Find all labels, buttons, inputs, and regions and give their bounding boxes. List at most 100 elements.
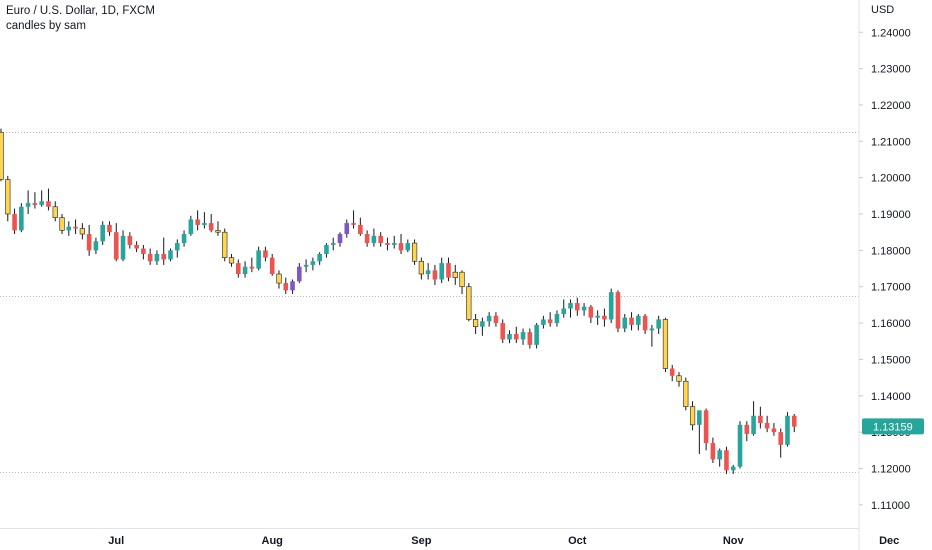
candle-44[interactable] (297, 263, 302, 284)
candle-111[interactable] (751, 401, 756, 436)
candle-47[interactable] (317, 252, 322, 265)
candle-27[interactable] (181, 230, 187, 247)
candle-85[interactable] (575, 297, 580, 316)
candle-68[interactable] (459, 270, 465, 294)
candle-82[interactable] (554, 310, 560, 327)
candle-43[interactable] (290, 279, 295, 294)
candle-21[interactable] (141, 244, 146, 260)
candle-30[interactable] (202, 212, 207, 229)
candle-70[interactable] (472, 313, 479, 334)
candle-36[interactable] (242, 261, 248, 278)
candle-81[interactable] (547, 312, 553, 327)
candle-31[interactable] (208, 214, 214, 233)
candle-64[interactable] (432, 264, 438, 285)
candle-12[interactable] (79, 223, 85, 240)
candle-61[interactable] (411, 239, 418, 265)
candle-19[interactable] (127, 232, 133, 249)
candle-75[interactable] (507, 330, 512, 344)
candle-95[interactable] (642, 313, 648, 334)
candle-66[interactable] (446, 257, 451, 282)
candle-90[interactable] (608, 288, 614, 324)
candle-112[interactable] (758, 406, 763, 429)
candle-35[interactable] (236, 259, 241, 278)
candle-115[interactable] (778, 428, 783, 458)
candle-17[interactable] (113, 223, 119, 262)
candle-109[interactable] (737, 421, 743, 469)
candle-91[interactable] (615, 290, 621, 333)
candle-38[interactable] (256, 246, 261, 271)
candle-18[interactable] (120, 230, 126, 262)
candle-45[interactable] (303, 259, 309, 273)
candle-7[interactable] (46, 188, 51, 211)
candle-33[interactable] (222, 228, 228, 262)
candle-15[interactable] (100, 221, 105, 245)
candle-93[interactable] (629, 312, 634, 331)
candle-100[interactable] (676, 372, 682, 387)
candle-10[interactable] (66, 221, 72, 236)
candle-87[interactable] (588, 304, 594, 324)
candle-59[interactable] (398, 234, 404, 255)
candle-102[interactable] (689, 401, 696, 431)
candle-117[interactable] (791, 413, 797, 433)
candle-76[interactable] (513, 326, 519, 344)
candle-8[interactable] (52, 201, 58, 222)
candle-106[interactable] (717, 448, 722, 467)
candle-94[interactable] (636, 313, 641, 331)
candle-113[interactable] (764, 415, 770, 433)
candle-37[interactable] (249, 257, 255, 273)
candle-46[interactable] (310, 257, 316, 271)
candle-1[interactable] (5, 175, 11, 222)
candle-58[interactable] (391, 235, 397, 249)
candle-57[interactable] (385, 237, 390, 251)
candle-54[interactable] (364, 230, 370, 247)
candle-40[interactable] (269, 254, 275, 276)
candle-105[interactable] (710, 437, 716, 464)
candle-74[interactable] (500, 319, 506, 344)
candle-83[interactable] (561, 299, 567, 318)
candle-55[interactable] (371, 228, 377, 247)
candle-13[interactable] (86, 224, 92, 256)
candle-16[interactable] (107, 221, 112, 236)
candle-80[interactable] (541, 315, 546, 329)
candle-89[interactable] (602, 308, 607, 327)
candle-32[interactable] (215, 221, 221, 236)
candle-56[interactable] (378, 232, 383, 247)
candle-48[interactable] (324, 243, 329, 258)
candle-107[interactable] (724, 446, 729, 474)
candle-50[interactable] (337, 232, 343, 247)
indicator-title[interactable]: candles by sam (6, 20, 86, 32)
candle-11[interactable] (73, 219, 78, 235)
candle-77[interactable] (520, 328, 526, 345)
candle-101[interactable] (683, 377, 689, 411)
candle-3[interactable] (19, 203, 24, 233)
candle-4[interactable] (25, 190, 31, 215)
candle-34[interactable] (228, 254, 235, 267)
candle-62[interactable] (418, 257, 424, 280)
candle-92[interactable] (622, 313, 628, 333)
candle-84[interactable] (568, 299, 573, 318)
candle-79[interactable] (534, 323, 539, 349)
candle-5[interactable] (32, 192, 38, 209)
candle-49[interactable] (330, 237, 336, 251)
candle-51[interactable] (344, 219, 350, 238)
candle-103[interactable] (697, 410, 702, 454)
candle-2[interactable] (12, 208, 17, 235)
candle-20[interactable] (134, 241, 139, 253)
candle-63[interactable] (425, 263, 431, 280)
candle-110[interactable] (744, 421, 750, 442)
time-axis[interactable]: Jul Aug Sep Oct Nov Dec (108, 535, 899, 547)
candle-28[interactable] (188, 215, 194, 236)
candle-96[interactable] (649, 324, 655, 347)
candle-65[interactable] (439, 257, 444, 284)
symbol-title[interactable]: Euro / U.S. Dollar, 1D, FXCM (6, 5, 155, 17)
candle-97[interactable] (656, 315, 661, 334)
candle-9[interactable] (59, 214, 65, 235)
candle-108[interactable] (730, 464, 736, 474)
candle-24[interactable] (161, 237, 167, 265)
candle-99[interactable] (669, 364, 675, 382)
candle-78[interactable] (527, 328, 533, 349)
candle-98[interactable] (662, 317, 669, 373)
candle-86[interactable] (581, 303, 587, 316)
candle-88[interactable] (595, 310, 600, 325)
